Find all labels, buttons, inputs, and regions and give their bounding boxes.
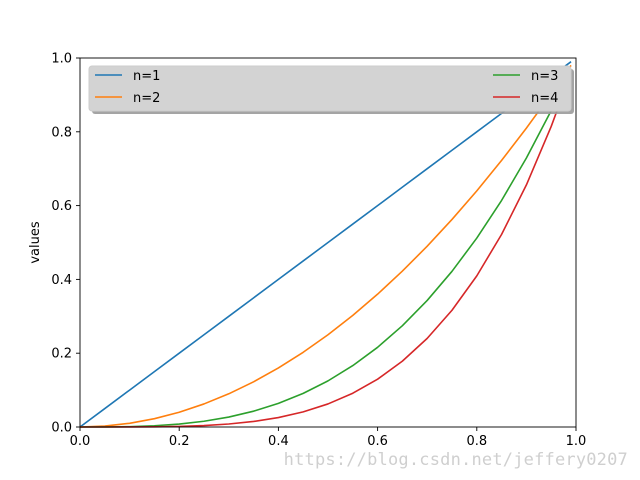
y-axis-label: values: [28, 221, 43, 264]
watermark-text: https://blog.csdn.net/jeffery0207: [283, 450, 628, 470]
x-tick-label: 0.8: [466, 434, 487, 449]
y-tick-label: 0.4: [51, 273, 72, 288]
x-tick-label: 0.0: [70, 434, 91, 449]
x-tick-label: 1.0: [566, 434, 587, 449]
legend-label-n=1: n=1: [133, 69, 160, 84]
y-tick-label: 1.0: [51, 52, 72, 67]
series-line-n=1: [79, 61, 572, 428]
legend-label-n=2: n=2: [133, 91, 160, 106]
axes-spines: [79, 57, 577, 428]
axes: 0.0 0.2 0.4 0.6 0.8 1.0 0.0 0.2 0.4 0.6 0.8 1.0 valu…: [28, 52, 586, 450]
x-tick-label: 0.6: [367, 434, 388, 449]
y-tick-label: 0.8: [51, 125, 72, 140]
y-tick-label: 0.6: [51, 199, 72, 214]
y-tick-label: 0.2: [51, 347, 72, 362]
series-line-n=2: [79, 64, 572, 428]
y-tick-label: 0.0: [51, 421, 72, 436]
legend: n=1 n=2 n=3 n=4: [88, 65, 574, 114]
x-tick-label: 0.4: [268, 434, 289, 449]
series-line-n=3: [79, 68, 572, 428]
x-tick-label: 0.2: [169, 434, 190, 449]
legend-label-n=3: n=3: [531, 69, 558, 84]
legend-box: [88, 65, 572, 112]
legend-label-n=4: n=4: [531, 91, 558, 106]
